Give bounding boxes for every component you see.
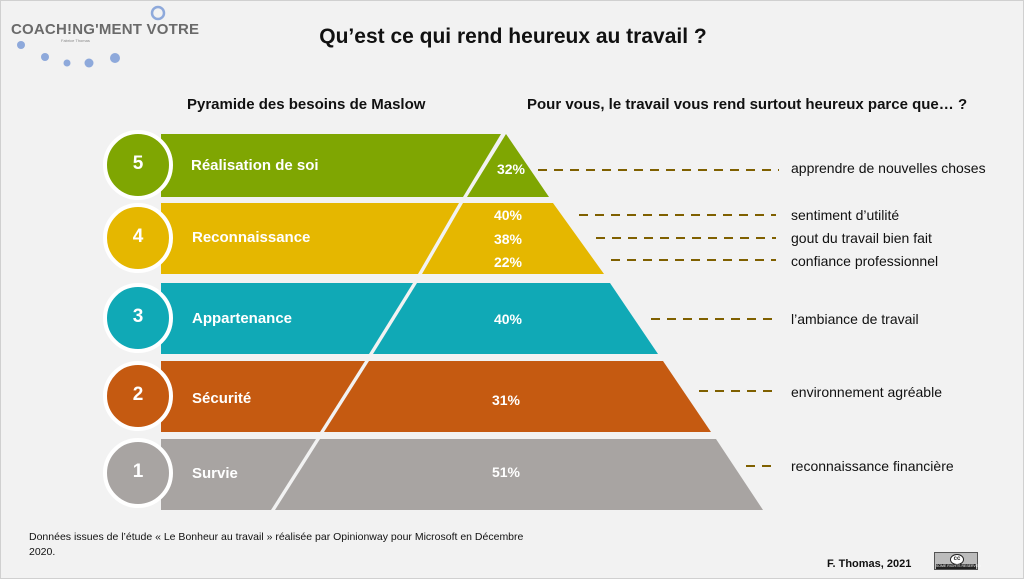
answer-3-percent: 38% (493, 231, 523, 247)
answer-4-label: confiance professionnel (791, 253, 939, 269)
level-5-band (161, 134, 501, 197)
answer-2-label: sentiment d’utilité (791, 207, 900, 223)
answer-3-label: gout du travail bien fait (791, 230, 932, 246)
level-4-band (161, 203, 459, 274)
answer-7-percent: 51% (491, 464, 521, 480)
logo-dots (17, 5, 166, 68)
answer-1-label: apprendre de nouvelles choses (791, 160, 986, 176)
level-3-band (161, 283, 413, 354)
level-3-label: Appartenance (192, 310, 293, 327)
logo-text: COACH!NG'MENT VOTRE (11, 21, 200, 38)
question-heading: Pour vous, le travail vous rend surtout … (527, 96, 968, 113)
answer-4-percent: 22% (493, 254, 523, 270)
level-3-answer-segment (373, 283, 658, 354)
level-3-number: 3 (132, 306, 144, 327)
source-note: Données issues de l’étude « Le Bonheur a… (29, 531, 524, 558)
level-3-circle (103, 283, 173, 353)
level-5-number: 5 (132, 153, 144, 174)
level-2-label: Sécurité (192, 390, 252, 407)
level-4-circle (103, 203, 173, 273)
author-credit: F. Thomas, 2021 (827, 558, 912, 570)
level-4-answer-segment (422, 203, 604, 274)
level-5-circle (103, 130, 173, 200)
level-5-answer-segment (467, 134, 549, 197)
license-text: SOME RIGHTS RESERVED (936, 564, 981, 569)
level-1-answer-segment (275, 439, 763, 510)
license-badge: cc SOME RIGHTS RESERVED (934, 552, 981, 570)
level-2-band (161, 361, 365, 432)
answer-5-label: l’ambiance de travail (791, 311, 919, 327)
logo-subtitle: Fabrice Thomas (61, 38, 90, 43)
pyramid-heading: Pyramide des besoins de Maslow (187, 96, 426, 113)
level-2-circle (103, 361, 173, 431)
leader-lines (538, 169, 779, 467)
answer-6-label: environnement agréable (791, 384, 942, 400)
answer-1-percent: 32% (496, 161, 526, 177)
page-title: Qu’est ce qui rend heureux au travail ? (319, 25, 707, 48)
answer-2-percent: 40% (493, 207, 523, 223)
level-1-number: 1 (132, 461, 144, 482)
level-2-answer-segment (324, 361, 711, 432)
level-1-circle (103, 438, 173, 508)
answer-7-label: reconnaissance financière (791, 458, 954, 474)
level-1-label: Survie (192, 465, 238, 482)
level-4-label: Reconnaissance (192, 229, 311, 246)
level-5-label: Réalisation de soi (191, 157, 319, 174)
level-2-number: 2 (132, 384, 144, 405)
answer-6-percent: 31% (491, 392, 521, 408)
level-4-number: 4 (132, 226, 144, 247)
level-1-band (161, 439, 316, 510)
answer-5-percent: 40% (493, 311, 523, 327)
